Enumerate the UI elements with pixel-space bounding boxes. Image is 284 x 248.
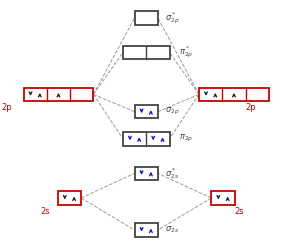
Text: 2s: 2s [41,207,50,216]
Bar [123,132,170,146]
Bar [135,105,158,119]
Text: $\pi_{2p}^*$: $\pi_{2p}^*$ [179,45,193,60]
Bar [199,88,269,101]
Text: $\pi_{2p}$: $\pi_{2p}$ [179,133,193,144]
Text: 2p: 2p [1,103,12,113]
Bar [58,191,81,205]
Text: 2p: 2p [245,103,256,113]
Text: $\sigma_{2p}$: $\sigma_{2p}$ [165,106,180,117]
Text: $\sigma_{2s}$: $\sigma_{2s}$ [165,225,179,235]
Text: 2s: 2s [234,207,244,216]
Bar [24,88,93,101]
Bar [123,46,170,59]
Text: $\sigma_{2s}^*$: $\sigma_{2s}^*$ [165,166,179,181]
Bar [211,191,235,205]
Bar [135,167,158,180]
Text: $\sigma_{2p}^*$: $\sigma_{2p}^*$ [165,10,180,26]
Bar [135,223,158,237]
Bar [135,11,158,25]
